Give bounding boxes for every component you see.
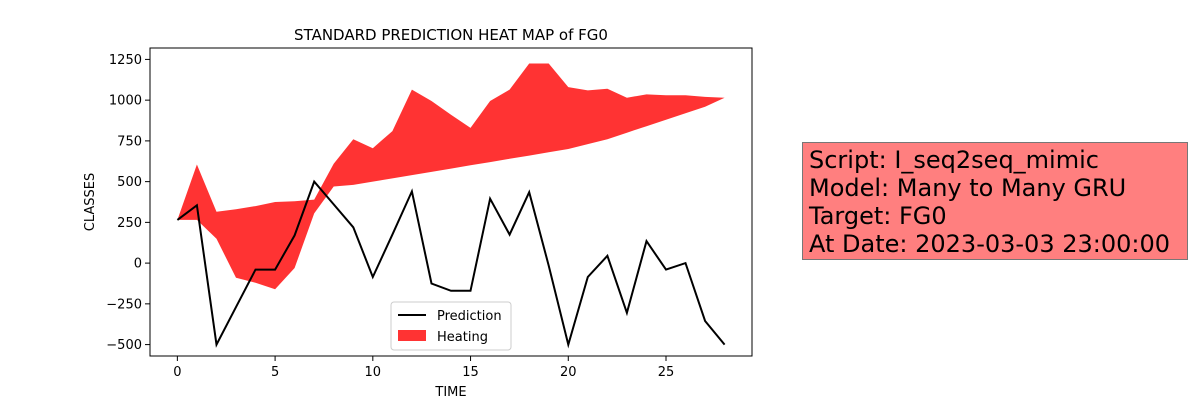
legend: Prediction Heating xyxy=(390,301,512,351)
info-model: Model: Many to Many GRU xyxy=(809,174,1127,202)
y-tick-label: 750 xyxy=(117,134,142,149)
plot-frame xyxy=(149,47,753,357)
info-script: Script: I_seq2seq_mimic xyxy=(809,146,1099,174)
x-tick-label: 0 xyxy=(173,365,181,380)
heating-area xyxy=(177,63,725,290)
y-tick-label: −250 xyxy=(106,297,142,312)
legend-swatch-heating xyxy=(398,330,426,341)
y-tick-label: 1250 xyxy=(109,53,142,68)
y-tick-label: 250 xyxy=(117,216,142,231)
y-tick-label: 500 xyxy=(117,175,142,190)
y-tick-label: −500 xyxy=(106,338,142,353)
y-tick-label: 0 xyxy=(134,257,142,272)
x-tick-label: 15 xyxy=(462,365,479,380)
info-target: Target: FG0 xyxy=(809,202,947,230)
x-tick-label: 20 xyxy=(560,365,577,380)
x-axis-label: TIME xyxy=(434,385,466,400)
legend-label-prediction: Prediction xyxy=(437,309,502,324)
info-box: Script: I_seq2seq_mimic Model: Many to M… xyxy=(802,142,1188,260)
x-tick-label: 10 xyxy=(365,365,382,380)
y-tick-label: 1000 xyxy=(109,94,142,109)
chart-title: STANDARD PREDICTION HEAT MAP of FG0 xyxy=(294,26,608,44)
legend-label-heating: Heating xyxy=(437,330,488,345)
y-axis-label: CLASSES xyxy=(83,173,98,231)
x-tick-label: 5 xyxy=(271,365,279,380)
x-tick-label: 25 xyxy=(658,365,675,380)
info-date: At Date: 2023-03-03 23:00:00 xyxy=(809,230,1171,258)
series-line-prediction xyxy=(176,179,726,349)
